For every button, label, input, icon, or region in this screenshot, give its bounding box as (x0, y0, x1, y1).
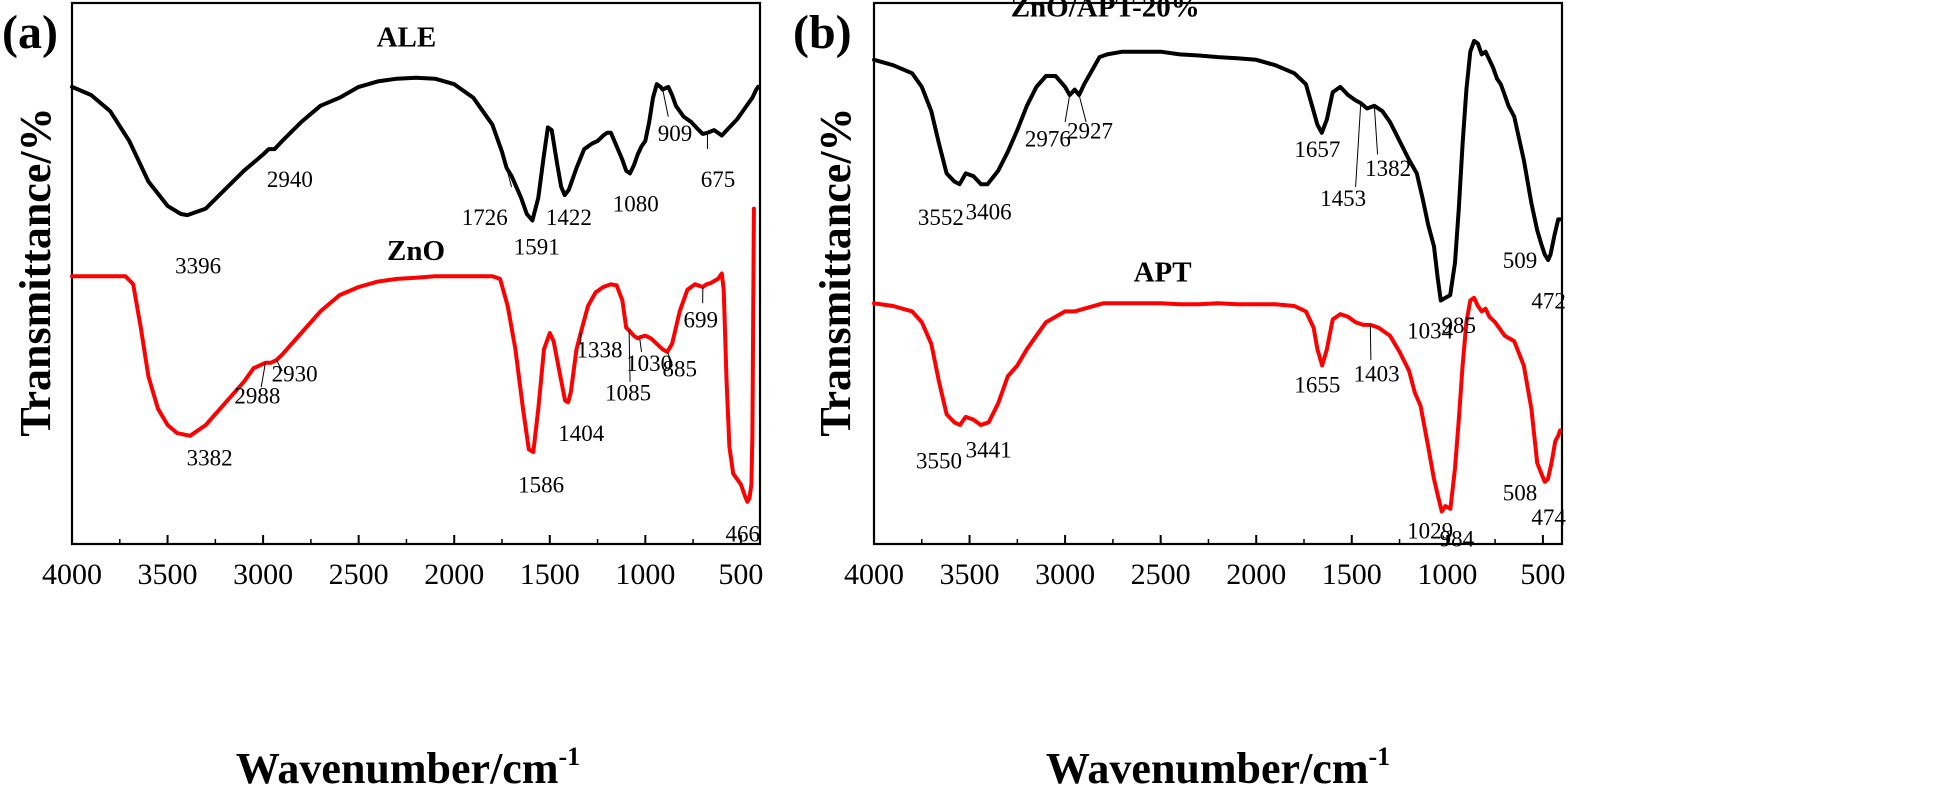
peak-label-1726: 1726 (462, 205, 508, 230)
x-tick-label-b: 500 (1520, 558, 1565, 591)
peak-label-3396: 3396 (175, 254, 221, 279)
plot-frame-a (70, 1, 762, 546)
leader-line-1030 (639, 337, 643, 353)
x-tick-label-a: 4000 (42, 558, 102, 591)
peak-label-3552: 3552 (918, 205, 964, 230)
peak-label-1657: 1657 (1294, 137, 1340, 162)
leader-line-1453 (1355, 103, 1362, 187)
leader-line-1403 (1369, 324, 1372, 361)
peak-label-509: 509 (1503, 248, 1538, 273)
x-tick-label-b: 2000 (1226, 558, 1286, 591)
series-lines-b (872, 38, 1563, 514)
peak-label-909: 909 (658, 121, 693, 146)
leader-line-1382 (1373, 105, 1379, 155)
x-tick-label-a: 1000 (615, 558, 675, 591)
leader-line-2988 (260, 362, 266, 388)
x-tick-label-a: 1500 (520, 558, 580, 591)
panel-label-a: (a) (2, 6, 58, 59)
series-name-ale: ALE (377, 21, 437, 53)
x-axis-label-sup-b: -1 (1368, 742, 1390, 771)
x-tick-label-b: 3500 (940, 558, 1000, 591)
peak-label-1029: 1029 (1407, 519, 1453, 544)
peak-label-1080: 1080 (613, 191, 659, 216)
peak-label-1591: 1591 (514, 235, 560, 260)
x-ticks-a: 4000 3500 3000 2500 2000 1500 1000 500 (42, 535, 763, 591)
peak-label-2940: 2940 (267, 167, 313, 192)
peak-label-2988: 2988 (234, 383, 280, 408)
x-tick-label-b: 1000 (1417, 558, 1477, 591)
peak-label-1655: 1655 (1294, 373, 1340, 398)
peak-label-3382: 3382 (187, 446, 233, 471)
peak-label-508: 508 (1503, 481, 1538, 506)
peak-label-3441: 3441 (966, 437, 1012, 462)
leader-line-1726 (506, 167, 513, 188)
peak-label-472: 472 (1531, 289, 1566, 314)
x-tick-label-a: 2500 (329, 558, 389, 591)
peak-label-985: 985 (1442, 313, 1477, 338)
series-name-apt: APT (1134, 257, 1192, 289)
x-tick-label-a: 2000 (424, 558, 484, 591)
series-name-zno: ZnO (387, 235, 445, 267)
peak-label-1404: 1404 (558, 421, 605, 446)
peak-label-2976: 2976 (1025, 126, 1071, 151)
x-axis-label-a: Wavenumber/cm-1 (236, 742, 580, 793)
peak-label-1034: 1034 (1407, 318, 1454, 343)
x-axis-label-sup-a: -1 (558, 742, 580, 771)
leader-line-2976 (1064, 94, 1071, 123)
x-axis-label-base-a: Wavenumber/cm (236, 744, 559, 793)
peak-label-984: 984 (1440, 527, 1475, 552)
peak-label-2930: 2930 (272, 362, 318, 387)
series-line-apt (872, 295, 1563, 514)
y-axis-label-a: Transmittance/% (11, 107, 60, 436)
x-ticks-b: 4000 3500 3000 2500 2000 1500 1000 500 (844, 535, 1565, 591)
series-line-ale (70, 75, 761, 223)
panel-label-b: (b) (793, 6, 852, 59)
peak-label-1030: 1030 (626, 351, 672, 376)
leader-line-1085 (628, 330, 631, 382)
x-tick-label-b: 4000 (844, 558, 904, 591)
peak-label-1453: 1453 (1320, 186, 1366, 211)
x-axis-label-base-b: Wavenumber/cm (1046, 744, 1369, 793)
x-tick-label-a: 3000 (233, 558, 293, 591)
peak-label-2927: 2927 (1067, 118, 1113, 143)
series-line-zno-apt-20 (872, 38, 1563, 303)
series-line-zno (70, 206, 756, 504)
x-tick-label-b: 1500 (1322, 558, 1382, 591)
peak-label-1085: 1085 (605, 381, 651, 406)
plot-frame-b (872, 1, 1564, 546)
panel-a: (a) 4000 3500 3000 2500 2000 1500 1000 500 ALE 3… (2, 1, 763, 793)
peak-label-1338: 1338 (576, 337, 622, 362)
x-tick-label-a: 3500 (138, 558, 198, 591)
x-tick-label-b: 2500 (1131, 558, 1191, 591)
leader-line-2927 (1078, 94, 1087, 123)
y-axis-label-b: Transmittance/% (811, 107, 860, 436)
peak-label-885: 885 (662, 356, 697, 381)
peak-label-1382: 1382 (1365, 156, 1411, 181)
x-tick-label-a: 500 (718, 558, 763, 591)
series-name-zno-apt-20: ZnO/APT-20% (1011, 0, 1200, 24)
peak-label-3406: 3406 (966, 199, 1012, 224)
x-tick-label-b: 3000 (1035, 558, 1095, 591)
peak-label-1403: 1403 (1354, 362, 1400, 387)
peak-label-474: 474 (1531, 505, 1566, 530)
peak-label-699: 699 (684, 308, 719, 333)
panel-b: (b) 4000 3500 3000 2500 2000 1500 1000 500 ZnO/… (793, 0, 1566, 793)
peak-label-1586: 1586 (518, 473, 564, 498)
x-axis-label-b: Wavenumber/cm-1 (1046, 742, 1390, 793)
leader-line-909 (662, 89, 669, 117)
peak-label-675: 675 (701, 167, 736, 192)
series-lines-a (70, 75, 761, 504)
leader-line-885 (666, 351, 673, 363)
leader-line-2930 (276, 359, 283, 372)
peak-label-1422: 1422 (546, 205, 592, 230)
peak-label-3550: 3550 (916, 448, 962, 473)
peak-label-466: 466 (726, 521, 761, 546)
